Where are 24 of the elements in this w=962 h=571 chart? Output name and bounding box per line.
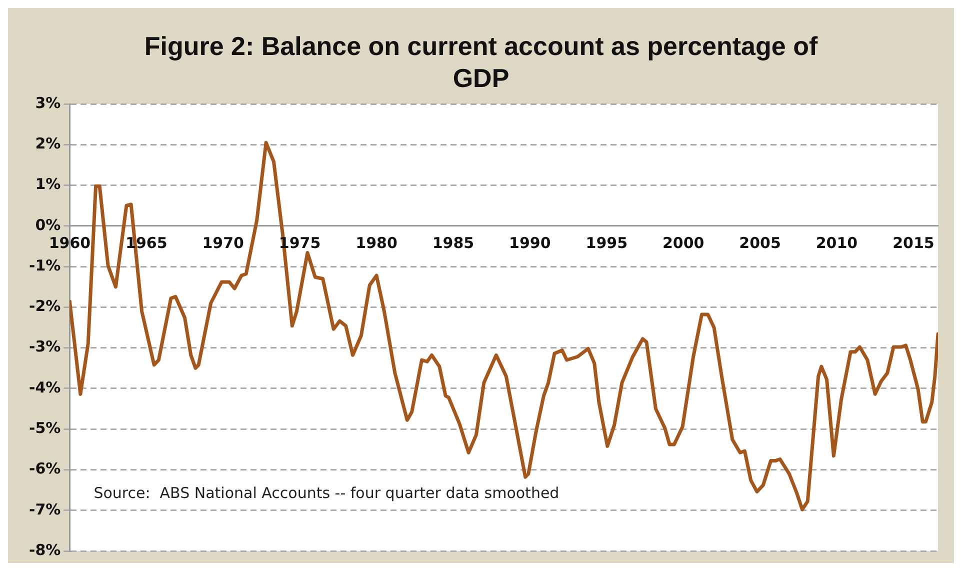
y-tick-label: -5%	[28, 418, 61, 437]
y-tick-label: -4%	[28, 378, 61, 396]
y-tick-label: -2%	[28, 297, 61, 316]
y-tick-label: 3%	[35, 94, 61, 112]
x-tick-label: 2015	[892, 234, 934, 252]
x-tick-label: 1960	[48, 234, 91, 252]
y-tick-label: -3%	[28, 338, 61, 356]
y-tick-label: -7%	[28, 500, 61, 518]
chart-title: Figure 2: Balance on current account as percentage of GDP	[143, 30, 819, 94]
x-tick-label: 1970	[202, 234, 244, 252]
x-tick-label: 1995	[586, 234, 628, 252]
y-tick-label: -1%	[28, 256, 61, 274]
annotation: Source: ABS National Accounts -- four quarter data smoothed	[94, 484, 560, 502]
y-tick-label: 2%	[35, 134, 61, 153]
y-tick-label: -6%	[28, 460, 61, 478]
x-tick-label: 1990	[509, 234, 551, 252]
x-tick-label: 2000	[662, 234, 704, 252]
x-tick-label: 2005	[739, 234, 781, 252]
y-tick-label: 0%	[35, 216, 61, 234]
x-tick-label: 2010	[816, 234, 858, 252]
y-tick-label: -8%	[28, 540, 61, 559]
x-tick-label: 1980	[356, 234, 398, 252]
y-tick-label: 1%	[35, 175, 61, 194]
x-tick-label: 1985	[432, 234, 474, 252]
